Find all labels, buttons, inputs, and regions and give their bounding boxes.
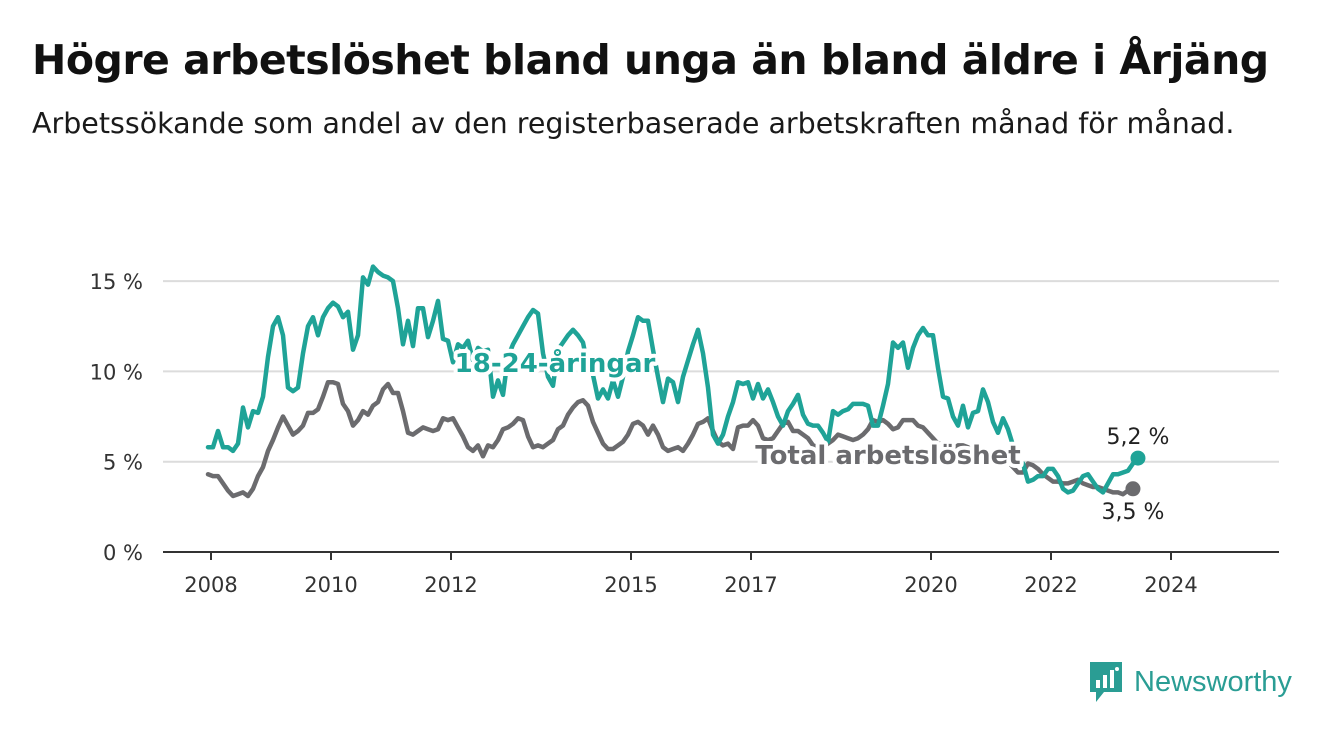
- x-tick-label: 2020: [904, 573, 957, 597]
- gridlines: [163, 280, 1279, 463]
- series-lines: [205, 264, 1146, 499]
- series-name-label: 18-24-åringar: [455, 347, 656, 379]
- x-tick-label: 2022: [1024, 573, 1077, 597]
- x-tick-label: 2017: [724, 573, 777, 597]
- x-tick-label: 2010: [304, 573, 357, 597]
- series-line: [205, 264, 1141, 495]
- x-tick-label: 2015: [604, 573, 657, 597]
- series-end-label: 3,5 %: [1102, 500, 1165, 525]
- y-tick-label: 5 %: [103, 451, 143, 475]
- y-tick-label: 0 %: [103, 541, 143, 565]
- line-chart: 0 %5 %10 %15 % 2008 2010 2012 2015 2017 2020 2…: [90, 264, 1279, 597]
- y-tick-label: 15 %: [90, 270, 143, 294]
- series-line: [205, 379, 1136, 499]
- chart-subtitle: Arbetssökande som andel av den registerb…: [32, 107, 1235, 140]
- bar-chart-speech-bubble-icon: [1090, 662, 1122, 702]
- brand-logo: Newsworthy: [1088, 660, 1292, 704]
- x-tick-label: 2012: [424, 573, 477, 597]
- y-axis-ticks: 0 % 5 % 10 % 15 %: [90, 270, 143, 565]
- series-labels: 3,5 % 5,2 % 18-24-åringar Total arbetslöshe…: [451, 343, 1170, 525]
- series-name-label: Total arbetslöshet: [755, 441, 1020, 471]
- y-tick-label: 10 %: [90, 360, 143, 384]
- series-end-dot: [1130, 450, 1146, 466]
- series-end-label: 5,2 %: [1107, 425, 1170, 450]
- x-tick-label: 2008: [184, 573, 237, 597]
- x-tick-label: 2024: [1144, 573, 1197, 597]
- x-axis-ticks: 2008 2010 2012 2015 2017 2020 2022 2024: [184, 552, 1198, 597]
- brand-name: Newsworthy: [1134, 665, 1292, 698]
- chart-title: Högre arbetslöshet bland unga än bland ä…: [32, 36, 1269, 84]
- series-end-dot: [1125, 481, 1141, 497]
